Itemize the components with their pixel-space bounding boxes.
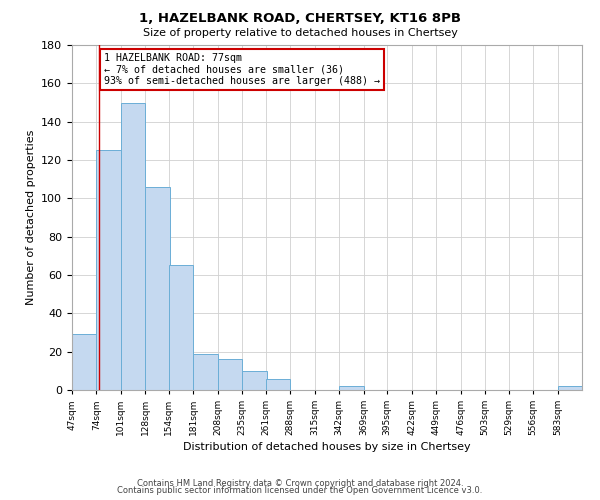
Bar <box>145 187 170 390</box>
Text: Contains public sector information licensed under the Open Government Licence v3: Contains public sector information licen… <box>118 486 482 495</box>
Text: 1, HAZELBANK ROAD, CHERTSEY, KT16 8PB: 1, HAZELBANK ROAD, CHERTSEY, KT16 8PB <box>139 12 461 26</box>
Bar <box>121 102 145 390</box>
Text: Contains HM Land Registry data © Crown copyright and database right 2024.: Contains HM Land Registry data © Crown c… <box>137 478 463 488</box>
Bar <box>557 386 582 390</box>
Bar <box>242 371 267 390</box>
Bar <box>339 386 364 390</box>
Bar <box>72 334 97 390</box>
Text: Size of property relative to detached houses in Chertsey: Size of property relative to detached ho… <box>143 28 457 38</box>
Bar <box>169 266 193 390</box>
Bar <box>97 150 121 390</box>
Y-axis label: Number of detached properties: Number of detached properties <box>26 130 35 305</box>
X-axis label: Distribution of detached houses by size in Chertsey: Distribution of detached houses by size … <box>183 442 471 452</box>
Bar <box>218 360 242 390</box>
Text: 1 HAZELBANK ROAD: 77sqm
← 7% of detached houses are smaller (36)
93% of semi-det: 1 HAZELBANK ROAD: 77sqm ← 7% of detached… <box>104 52 380 86</box>
Bar <box>193 354 218 390</box>
Bar <box>266 378 290 390</box>
